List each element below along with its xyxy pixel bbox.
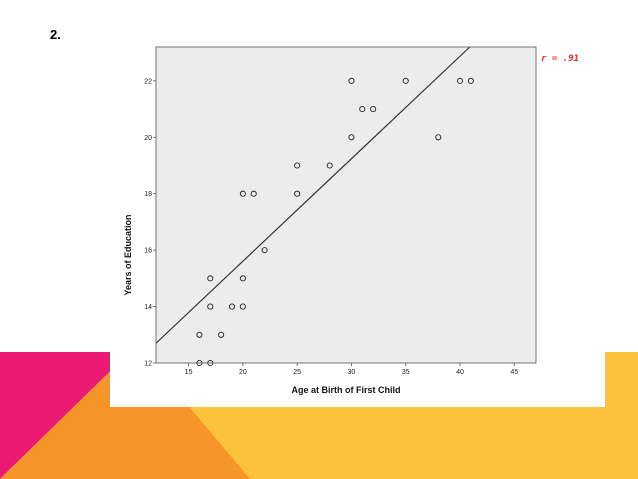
yellow-shape [175,390,638,479]
data-point [435,134,442,141]
x-tick-label: 15 [185,369,193,376]
data-point [207,275,214,282]
y-tick-label: 22 [144,78,152,85]
data-point [261,247,268,254]
x-tick-label: 40 [456,369,464,376]
data-point [294,162,301,169]
data-point [348,77,355,84]
y-axis-title: Years of Education [123,214,133,295]
x-tick-label: 35 [402,369,410,376]
data-point [359,106,366,113]
y-tick-label: 12 [144,361,152,368]
y-tick-label: 18 [144,191,152,198]
data-point [348,134,355,141]
x-tick-label: 20 [239,369,247,376]
x-tick-label: 45 [510,369,518,376]
data-point [196,331,203,338]
data-point [370,106,377,113]
data-point [326,162,333,169]
x-tick-label: 30 [348,369,356,376]
data-point [218,331,225,338]
yellow-shape-right [605,352,638,479]
data-point [239,190,246,197]
data-point [467,77,474,84]
x-axis-title: Age at Birth of First Child [292,385,401,395]
correlation-annotation: r = .91 [541,54,579,64]
slide-number: 2. [50,27,61,42]
data-point [207,303,214,310]
data-point [456,77,464,84]
data-point [250,190,257,197]
y-tick-label: 20 [144,135,152,142]
data-point [228,303,236,310]
data-point [402,77,409,84]
data-point [294,190,301,197]
data-point [239,303,246,310]
y-tick-label: 16 [144,248,152,255]
x-tick-label: 25 [293,369,301,376]
plot-area [156,47,536,363]
fit-line [155,46,471,344]
y-tick-label: 14 [144,304,152,311]
plot-border [155,46,537,364]
data-point [239,275,246,282]
